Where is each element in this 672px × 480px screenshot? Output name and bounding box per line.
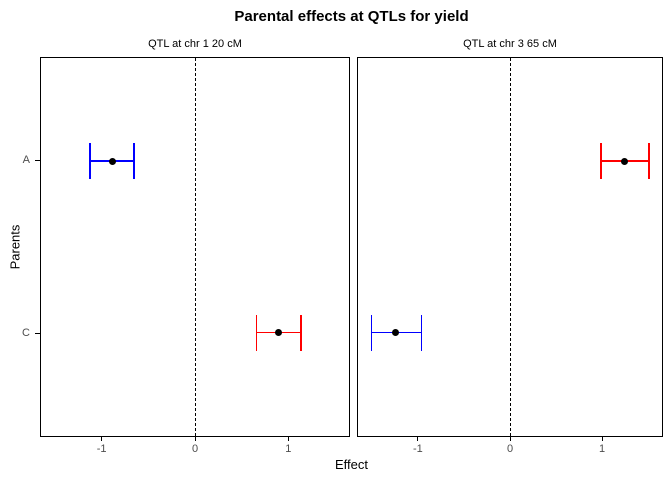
chart-title: Parental effects at QTLs for yield <box>234 8 469 25</box>
y-axis-tick-c <box>35 333 40 334</box>
y-axis-tick-a <box>35 160 40 161</box>
effect-point <box>274 329 282 337</box>
x-axis-tick <box>194 436 196 441</box>
x-axis-tick-label: 0 <box>506 443 514 455</box>
x-axis-tick-label: 1 <box>599 443 606 455</box>
error-bar-cap-right <box>648 143 650 180</box>
zero-reference-line <box>195 58 196 436</box>
effect-point <box>109 157 117 165</box>
x-axis-tick-label: -1 <box>412 443 423 455</box>
x-axis-tick-label: 1 <box>285 443 292 455</box>
error-bar-cap-right <box>420 314 423 351</box>
plot-panel-chr1-20: -1 0 1 <box>40 57 350 455</box>
x-axis-tick <box>101 436 103 441</box>
effect-point <box>392 329 400 337</box>
facet-strip-chr3-65: QTL at chr 3 65 cM <box>463 38 557 50</box>
x-axis-tick-label: -1 <box>96 443 107 455</box>
y-axis-tick-label-c: C <box>22 327 30 339</box>
x-axis-title: Effect <box>334 457 368 472</box>
plot-panel-chr3-65: -1 0 1 <box>357 57 663 455</box>
y-axis-tick-label-a: A <box>22 154 30 166</box>
zero-reference-line <box>510 58 511 436</box>
error-bar-cap-left <box>89 143 91 180</box>
error-bar-cap-right <box>133 143 135 180</box>
facet-strip-chr1-20: QTL at chr 1 20 cM <box>148 38 242 50</box>
x-axis-tick <box>601 436 603 441</box>
x-axis-tick <box>287 436 289 441</box>
x-axis-tick <box>417 436 419 441</box>
error-bar-cap-left <box>600 143 602 180</box>
error-bar-cap-right <box>300 314 302 351</box>
error-bar-cap-left <box>370 314 373 351</box>
x-axis-tick-label: 0 <box>191 443 199 455</box>
error-bar-cap-left <box>255 314 258 351</box>
x-axis-tick <box>509 436 511 441</box>
effect-point <box>620 157 628 165</box>
y-axis-title: Parents <box>7 224 23 270</box>
